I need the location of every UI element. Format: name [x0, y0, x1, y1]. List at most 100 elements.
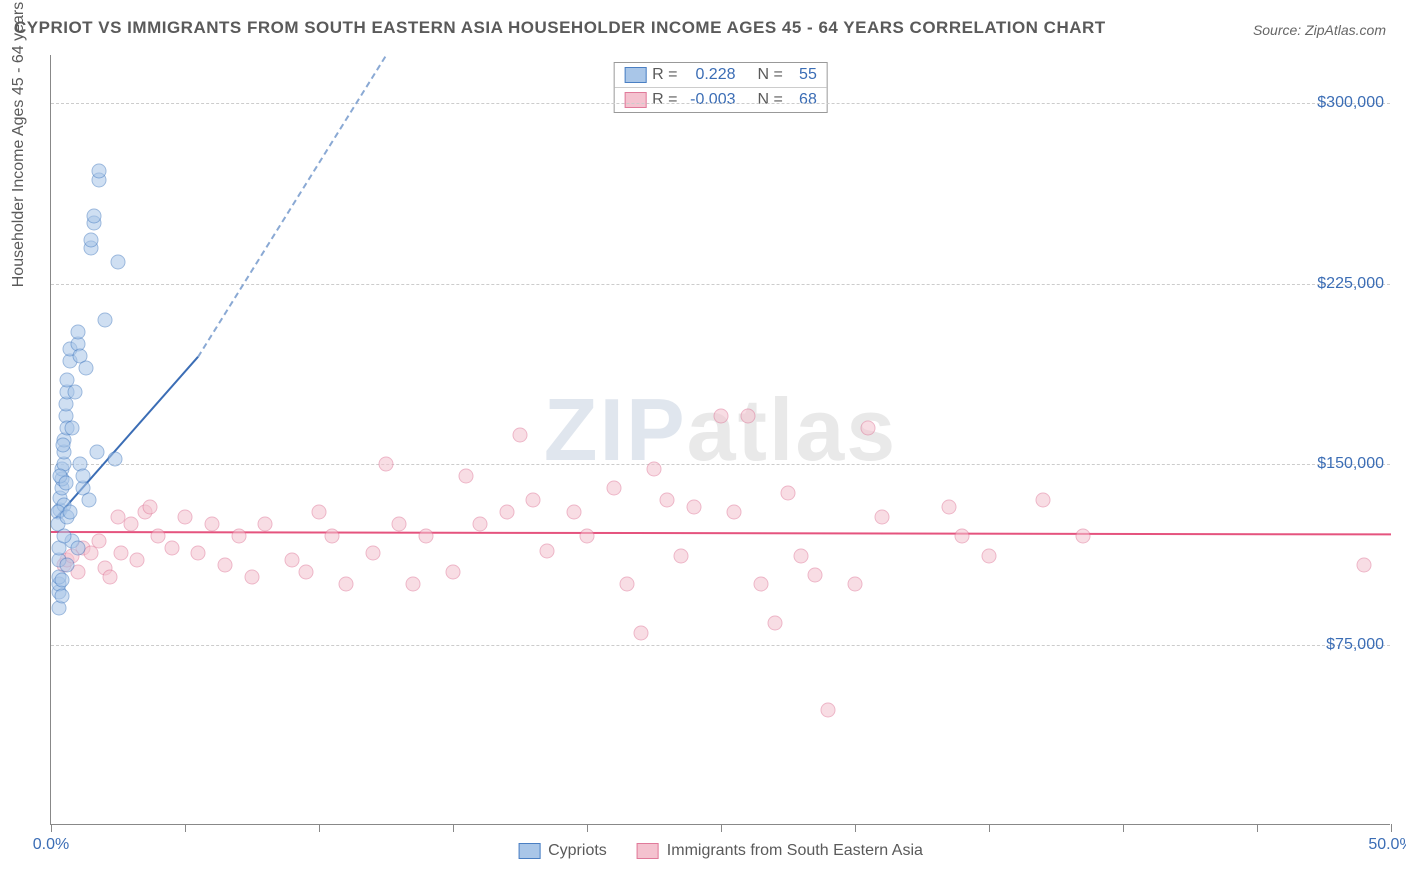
data-point-cypriots [60, 558, 75, 573]
data-point-immigrants [740, 408, 755, 423]
data-point-immigrants [660, 493, 675, 508]
y-tick-label: $75,000 [1326, 636, 1384, 654]
data-point-immigrants [419, 529, 434, 544]
n-value-immigrants: 68 [789, 91, 817, 109]
data-point-cypriots [65, 420, 80, 435]
data-point-immigrants [526, 493, 541, 508]
legend-label: Immigrants from South Eastern Asia [667, 842, 923, 860]
x-tick [319, 824, 320, 832]
data-point-immigrants [178, 510, 193, 525]
data-point-immigrants [861, 420, 876, 435]
r-label: R = [652, 91, 677, 109]
data-point-cypriots [76, 469, 91, 484]
swatch-immigrants [637, 843, 659, 859]
data-point-immigrants [143, 500, 158, 515]
data-point-cypriots [89, 445, 104, 460]
data-point-immigrants [218, 558, 233, 573]
data-point-immigrants [231, 529, 246, 544]
data-point-immigrants [580, 529, 595, 544]
data-point-cypriots [108, 452, 123, 467]
gridline [51, 645, 1390, 646]
data-point-cypriots [54, 589, 69, 604]
data-point-immigrants [955, 529, 970, 544]
data-point-immigrants [767, 615, 782, 630]
swatch-immigrants [624, 92, 646, 108]
data-point-immigrants [673, 548, 688, 563]
data-point-immigrants [499, 505, 514, 520]
data-point-immigrants [285, 553, 300, 568]
chart-title: CYPRIOT VS IMMIGRANTS FROM SOUTH EASTERN… [14, 18, 1106, 38]
data-point-immigrants [1357, 558, 1372, 573]
data-point-immigrants [754, 577, 769, 592]
data-point-immigrants [338, 577, 353, 592]
legend: Cypriots Immigrants from South Eastern A… [518, 842, 923, 860]
data-point-immigrants [191, 546, 206, 561]
data-point-immigrants [687, 500, 702, 515]
data-point-immigrants [620, 577, 635, 592]
legend-item-immigrants: Immigrants from South Eastern Asia [637, 842, 923, 860]
gridline [51, 464, 1390, 465]
data-point-immigrants [606, 481, 621, 496]
data-point-cypriots [62, 505, 77, 520]
data-point-immigrants [647, 461, 662, 476]
data-point-immigrants [513, 428, 528, 443]
data-point-cypriots [92, 163, 107, 178]
data-point-immigrants [1035, 493, 1050, 508]
x-tick-label: 0.0% [33, 836, 69, 854]
data-point-immigrants [472, 517, 487, 532]
legend-item-cypriots: Cypriots [518, 842, 607, 860]
stats-row-cypriots: R = 0.228 N = 55 [614, 63, 827, 87]
data-point-immigrants [982, 548, 997, 563]
data-point-cypriots [70, 541, 85, 556]
source-label: Source: ZipAtlas.com [1253, 22, 1386, 38]
data-point-immigrants [164, 541, 179, 556]
regression-line [198, 55, 387, 357]
data-point-immigrants [727, 505, 742, 520]
data-point-immigrants [129, 553, 144, 568]
data-point-immigrants [312, 505, 327, 520]
x-tick [1257, 824, 1258, 832]
data-point-cypriots [78, 360, 93, 375]
x-tick [989, 824, 990, 832]
gridline [51, 103, 1390, 104]
data-point-cypriots [81, 493, 96, 508]
data-point-cypriots [57, 529, 72, 544]
x-tick [721, 824, 722, 832]
x-tick [453, 824, 454, 832]
data-point-immigrants [821, 702, 836, 717]
data-point-immigrants [794, 548, 809, 563]
data-point-immigrants [633, 625, 648, 640]
data-point-immigrants [102, 570, 117, 585]
data-point-immigrants [1075, 529, 1090, 544]
x-tick [855, 824, 856, 832]
n-label: N = [758, 66, 783, 84]
swatch-cypriots [518, 843, 540, 859]
data-point-immigrants [245, 570, 260, 585]
y-tick-label: $300,000 [1317, 94, 1384, 112]
data-point-immigrants [874, 510, 889, 525]
stats-box: R = 0.228 N = 55 R = -0.003 N = 68 [613, 62, 828, 113]
data-point-immigrants [459, 469, 474, 484]
data-point-immigrants [539, 543, 554, 558]
data-point-immigrants [298, 565, 313, 580]
data-point-cypriots [111, 254, 126, 269]
n-label: N = [758, 91, 783, 109]
r-value-cypriots: 0.228 [684, 66, 736, 84]
data-point-immigrants [848, 577, 863, 592]
r-value-immigrants: -0.003 [684, 91, 736, 109]
data-point-immigrants [113, 546, 128, 561]
data-point-cypriots [68, 384, 83, 399]
x-tick [51, 824, 52, 832]
data-point-immigrants [258, 517, 273, 532]
data-point-immigrants [446, 565, 461, 580]
x-tick [1391, 824, 1392, 832]
x-tick [185, 824, 186, 832]
data-point-cypriots [70, 324, 85, 339]
data-point-cypriots [58, 476, 73, 491]
y-axis-label: Householder Income Ages 45 - 64 years [10, 2, 28, 288]
data-point-immigrants [714, 408, 729, 423]
data-point-immigrants [807, 567, 822, 582]
regression-line [51, 531, 1391, 535]
x-tick-label: 50.0% [1368, 836, 1406, 854]
stats-row-immigrants: R = -0.003 N = 68 [614, 87, 827, 112]
